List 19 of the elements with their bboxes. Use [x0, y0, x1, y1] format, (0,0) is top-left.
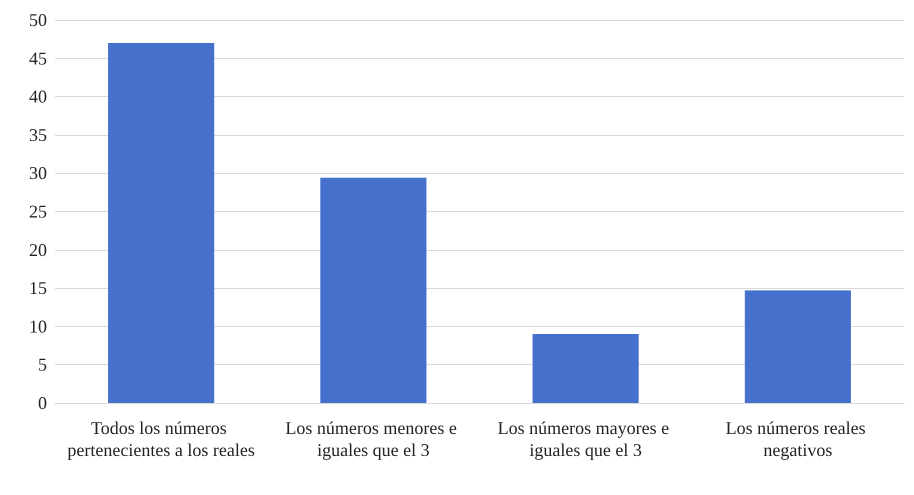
x-tick-label: Los números menores e iguales que el 3 — [285, 418, 462, 460]
y-tick-label: 30 — [29, 163, 47, 184]
y-tick-label: 20 — [29, 240, 47, 260]
bar — [108, 42, 214, 403]
y-tick-label: 45 — [29, 48, 47, 68]
y-tick-label: 50 — [29, 10, 47, 30]
y-tick-label: 5 — [38, 354, 47, 375]
x-tick-label: Los números reales negativos — [726, 418, 870, 460]
y-tick-label: 10 — [29, 316, 47, 336]
bar — [320, 178, 426, 403]
y-tick-label: 25 — [29, 202, 47, 222]
y-tick-label: 40 — [29, 86, 47, 107]
x-tick-label: Todos los números pertenecientes a los reales — [67, 418, 255, 460]
y-tick-label: 15 — [29, 278, 47, 298]
x-tick-label: Los números mayores e iguales que el 3 — [498, 418, 674, 460]
y-tick-label: 0 — [38, 393, 47, 413]
bar — [744, 290, 851, 403]
bar — [532, 334, 639, 403]
y-tick-label: 35 — [29, 124, 47, 145]
